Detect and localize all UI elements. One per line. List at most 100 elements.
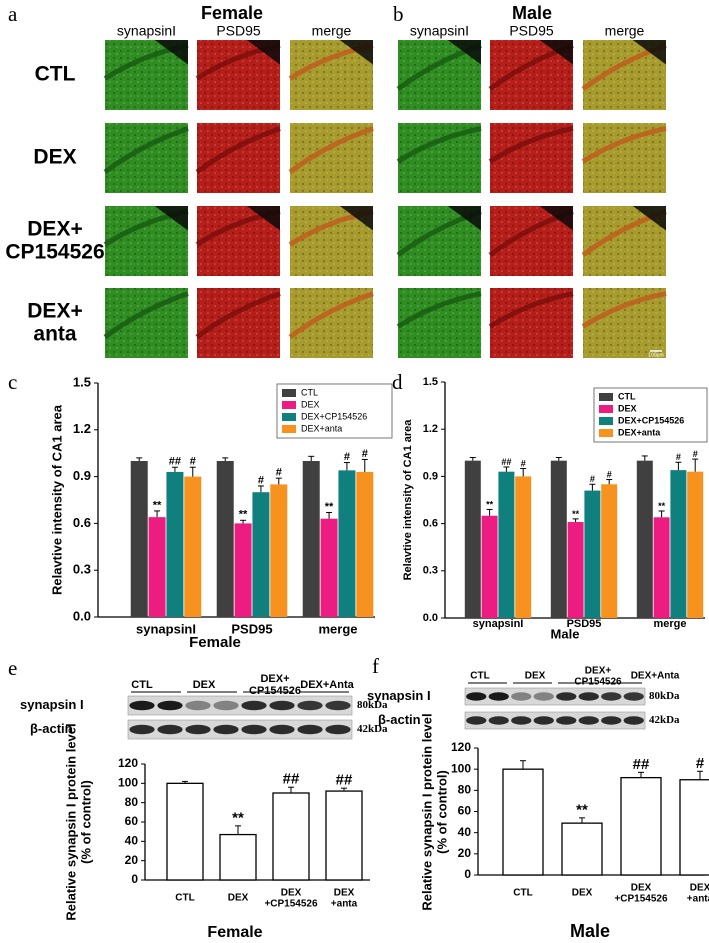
- blot-band: [511, 692, 532, 701]
- significance-mark: #: [344, 451, 350, 463]
- bar: [653, 517, 670, 618]
- x-tick-label: DEX +CP154526: [614, 882, 668, 904]
- blot-band: [129, 724, 155, 735]
- blot-band: [213, 724, 239, 735]
- bar: [636, 460, 653, 618]
- bar: [567, 522, 584, 618]
- legend-swatch: [282, 413, 296, 421]
- blot-band: [556, 716, 577, 725]
- panel-letter: d: [392, 370, 403, 394]
- row-label: DEX+ CP154526: [5, 217, 104, 263]
- y-tick-label: 0.9: [73, 468, 91, 483]
- significance-mark: ##: [501, 457, 511, 467]
- y-tick-label: 100: [118, 776, 138, 790]
- bar: [502, 768, 544, 876]
- bar: [272, 792, 310, 881]
- bar: [481, 515, 498, 618]
- micrograph-texture: [398, 288, 481, 358]
- legend-swatch: [599, 405, 613, 413]
- bar: [166, 782, 204, 881]
- blot-group-label: DEX: [193, 679, 216, 691]
- column-header: PSD95: [509, 23, 554, 39]
- blot-group-label: DEX+ CP154526: [574, 665, 622, 687]
- blot-band: [269, 700, 295, 711]
- blot-group-label: CTL: [131, 679, 153, 691]
- bar: [130, 461, 148, 617]
- blot-band: [623, 692, 644, 701]
- column-header: merge: [312, 23, 352, 39]
- blot-band: [556, 692, 577, 701]
- micrograph-texture: [583, 123, 666, 193]
- blot-band: [185, 700, 211, 711]
- bar: [620, 776, 662, 876]
- y-tick-label: 60: [125, 814, 139, 828]
- legend-swatch: [599, 417, 613, 425]
- blot-band: [297, 700, 323, 711]
- cell-layer: [488, 291, 574, 329]
- legend-label: CTL: [618, 391, 636, 401]
- panel-letter: f: [372, 654, 379, 678]
- bar: [325, 790, 363, 881]
- bar: [302, 461, 320, 617]
- row-label: DEX: [33, 146, 76, 169]
- legend-label: DEX+CP154526: [301, 411, 367, 421]
- y-tick-label: 1.5: [423, 376, 438, 388]
- bar: [561, 822, 603, 876]
- dark-corner: [632, 40, 666, 65]
- y-axis-label: Relative synapsin I protein level: [63, 723, 78, 920]
- cell-layer: [195, 291, 281, 340]
- y-tick-label: 0.6: [423, 518, 438, 530]
- cell-layer: [581, 126, 667, 164]
- bar: [234, 523, 252, 617]
- significance-mark: #: [590, 474, 595, 484]
- blot-strip: [127, 719, 353, 740]
- bar: [216, 461, 234, 617]
- panel-title: Female: [201, 3, 263, 23]
- significance-mark: #: [276, 467, 282, 479]
- blot-strip: [464, 711, 646, 730]
- blot-band: [297, 724, 323, 735]
- x-tick-label: DEX +CP154526: [264, 887, 318, 909]
- blot-band: [578, 692, 599, 701]
- x-tick-label: DEX+anta: [331, 887, 358, 909]
- y-tick-label: 0: [464, 867, 471, 881]
- dark-corner: [246, 40, 280, 65]
- y-tick-label: 1.2: [73, 421, 91, 436]
- y-tick-label: 0: [131, 872, 138, 886]
- blot-band: [129, 700, 155, 711]
- bar: [601, 484, 618, 618]
- cell-layer: [288, 291, 374, 340]
- x-tick-label: PSD95: [567, 618, 602, 630]
- blot-band: [241, 700, 267, 711]
- bar: [687, 471, 704, 618]
- significance-mark: #: [676, 452, 681, 462]
- blot-group-label: DEX+Anta: [300, 679, 354, 691]
- significance-mark: **: [232, 809, 244, 826]
- significance-mark: #: [362, 448, 368, 460]
- significance-mark: **: [153, 499, 162, 511]
- dark-corner: [339, 40, 373, 65]
- y-tick-label: 100: [451, 761, 471, 775]
- blot-band: [511, 716, 532, 725]
- significance-mark: ##: [336, 772, 353, 789]
- y-tick-label: 80: [458, 783, 472, 797]
- y-tick-label: 80: [125, 795, 139, 809]
- blot-band: [533, 716, 554, 725]
- blot-band: [466, 692, 487, 701]
- x-tick-label: CTL: [513, 888, 532, 899]
- bar: [252, 492, 270, 617]
- blot-size-label: 42kDa: [357, 723, 388, 735]
- blot-size-label: 42kDa: [649, 714, 680, 726]
- blot-group-label: DEX: [525, 671, 546, 682]
- y-axis-label: Relative synapsin I protein level: [419, 713, 434, 910]
- significance-mark: **: [239, 509, 248, 521]
- panel-letter: a: [8, 2, 18, 26]
- blot-group-label: DEX+Anta: [631, 671, 680, 682]
- dark-corner: [154, 206, 188, 231]
- bar: [338, 470, 356, 617]
- column-header: PSD95: [216, 23, 261, 39]
- blot-band: [623, 716, 644, 725]
- significance-mark: **: [486, 499, 494, 509]
- x-tick-label: DEX: [228, 893, 249, 904]
